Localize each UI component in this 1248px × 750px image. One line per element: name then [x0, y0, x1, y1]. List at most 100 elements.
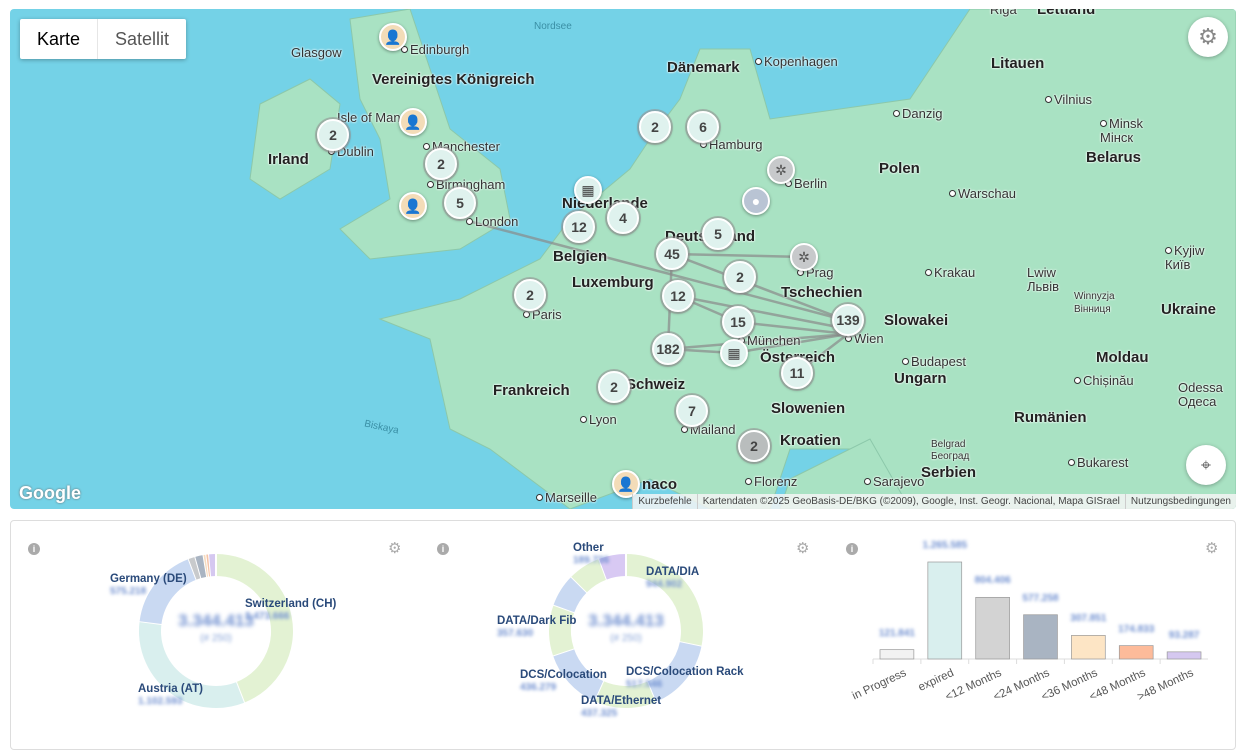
city-label: Winnyzja Вінниця [1074, 290, 1134, 316]
city-label: Lyon [580, 412, 617, 427]
bar[interactable] [1024, 615, 1058, 659]
country-label: Lettland [1037, 9, 1095, 18]
donut-label: Switzerland (CH) [245, 598, 336, 610]
gear-icon: ⚙ [1198, 24, 1218, 50]
country-label: Irland [268, 152, 309, 168]
cluster-marker[interactable]: 45 [656, 238, 688, 270]
country-label: Ungarn [894, 371, 947, 387]
bar-value-label: 174.833 [1111, 624, 1161, 635]
cluster-marker[interactable]: 12 [563, 211, 595, 243]
bar[interactable] [880, 650, 914, 659]
city-label: Chișinău [1074, 373, 1134, 388]
country-label: Rumänien [1014, 410, 1087, 426]
city-label: Sarajevo [864, 474, 924, 489]
map-type-control: Karte Satellit [20, 19, 186, 59]
country-label: Slowakei [884, 313, 948, 329]
cluster-marker[interactable]: 12 [662, 280, 694, 312]
donut-value: 436.279 [520, 682, 556, 693]
donut-label: Germany (DE) [110, 573, 187, 585]
cluster-marker[interactable]: 15 [722, 306, 754, 338]
donut-value: 575.218 [110, 586, 146, 597]
donut-slice-minor[interactable] [564, 585, 579, 609]
cluster-marker[interactable]: 11 [781, 357, 813, 389]
cluster-marker[interactable]: 2 [738, 430, 770, 462]
donut-value: 1.473.666 [245, 611, 290, 622]
cluster-marker[interactable]: 5 [444, 187, 476, 219]
bar[interactable] [1071, 635, 1105, 659]
bar[interactable] [1119, 646, 1153, 659]
person-gray-icon[interactable]: ● [742, 187, 770, 215]
country-label: Ukraine [1161, 302, 1216, 318]
country-label: Litauen [991, 56, 1044, 72]
terms-link[interactable]: Nutzungsbedingungen [1125, 494, 1236, 509]
city-label: Isle of Man [337, 110, 401, 125]
donut-value: 944.902 [646, 579, 682, 590]
city-label: Danzig [893, 106, 942, 121]
city-label: Kopenhagen [755, 54, 838, 69]
bar[interactable] [928, 562, 962, 659]
bar-value-label: 307.851 [1063, 613, 1113, 624]
map-data-text: Kartendaten ©2025 GeoBasis-DE/BKG (©2009… [697, 494, 1125, 509]
cluster-marker[interactable]: 2 [724, 261, 756, 293]
city-label: naco [642, 477, 677, 493]
cluster-marker[interactable]: 2 [425, 148, 457, 180]
donut-label: DCS/Colocation Rack [626, 666, 744, 678]
shortcuts-link[interactable]: Kurzbefehle [632, 494, 696, 509]
cluster-marker[interactable]: 6 [687, 111, 719, 143]
donut-label: DATA/DIA [646, 566, 699, 578]
person-icon[interactable]: 👤 [379, 23, 407, 51]
country-label: Schweiz [626, 377, 685, 393]
city-label: Bukarest [1068, 455, 1128, 470]
donut-label: Austria (AT) [138, 683, 203, 695]
country-label: Belarus [1086, 150, 1141, 166]
bar[interactable] [976, 597, 1010, 659]
donut-value: 517.546 [626, 679, 662, 690]
donut-center-sub: (# 250) [176, 633, 256, 644]
cluster-marker[interactable]: 2 [317, 119, 349, 151]
cluster-marker[interactable]: 5 [702, 218, 734, 250]
charts-panel: i ⚙ i ⚙ i ⚙ 3.344.413(# 250)Switzerland … [10, 520, 1236, 750]
baby-icon[interactable]: ✲ [790, 243, 818, 271]
city-label: Warschau [949, 186, 1016, 201]
city-label: Vilnius [1045, 92, 1092, 107]
country-label: Polen [879, 161, 920, 177]
donut-label: DATA/Ethernet [581, 695, 661, 707]
map-type-satellit[interactable]: Satellit [98, 19, 186, 59]
donut-value: 1.102.593 [138, 696, 183, 707]
city-label: Glasgow [291, 45, 342, 60]
cluster-marker[interactable]: 139 [832, 304, 864, 336]
city-label: Minsk Мінск [1100, 117, 1160, 145]
person-icon[interactable]: 👤 [399, 192, 427, 220]
donut-center-sub: (# 250) [586, 633, 666, 644]
city-label: München [738, 333, 800, 348]
cluster-marker[interactable]: 2 [598, 371, 630, 403]
city-label: Krakau [925, 265, 975, 280]
bar-value-label: 121.841 [872, 628, 922, 639]
cluster-marker[interactable]: 182 [652, 333, 684, 365]
city-label: Kyjiw Київ [1165, 244, 1215, 272]
cluster-marker[interactable]: 7 [676, 395, 708, 427]
calendar-x-icon[interactable]: ▦ [574, 176, 602, 204]
donut-label: DCS/Colocation [520, 669, 607, 681]
bar-value-label: 93.287 [1159, 630, 1209, 641]
cluster-marker[interactable]: 2 [514, 279, 546, 311]
country-label: Moldau [1096, 350, 1149, 366]
cluster-marker[interactable]: 2 [639, 111, 671, 143]
city-label: Florenz [745, 474, 797, 489]
calendar-x-icon[interactable]: ▦ [720, 339, 748, 367]
donut-value: 437.325 [581, 708, 617, 719]
baby-icon[interactable]: ✲ [767, 156, 795, 184]
bar[interactable] [1167, 652, 1201, 659]
person-icon[interactable]: 👤 [399, 108, 427, 136]
map-settings-button[interactable]: ⚙ [1188, 17, 1228, 57]
map[interactable]: Karte Satellit ⚙ ⌖ Vereinigtes Königreic… [10, 9, 1236, 509]
city-label: Marseille [536, 490, 597, 505]
recenter-button[interactable]: ⌖ [1186, 445, 1226, 485]
donut-label: DATA/Dark Fib [497, 615, 576, 627]
sea-label: Nordsee [534, 21, 572, 32]
map-type-karte[interactable]: Karte [20, 19, 98, 59]
city-label: Odessa Одеса [1178, 381, 1228, 409]
donut-slice-minor[interactable] [579, 569, 603, 584]
cluster-marker[interactable]: 4 [607, 202, 639, 234]
donut-slice-minor[interactable] [198, 566, 205, 568]
